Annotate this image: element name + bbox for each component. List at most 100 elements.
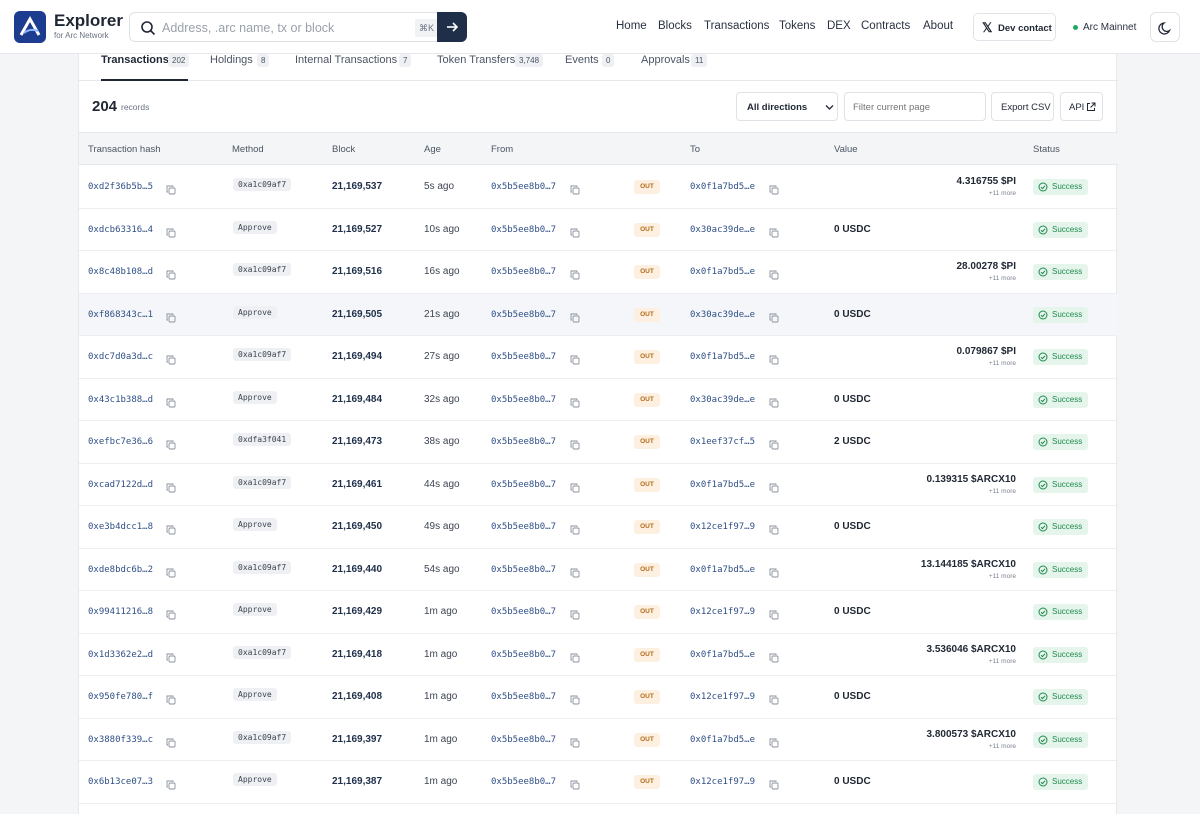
copy-icon[interactable] [166, 182, 176, 195]
copy-icon[interactable] [166, 607, 176, 620]
tab-internal-transactions[interactable]: Internal Transactions 7 [295, 54, 417, 81]
tx-hash-link[interactable]: 0x950fe780…f [88, 692, 154, 702]
copy-icon[interactable] [570, 480, 580, 492]
nav-blocks[interactable]: Blocks [658, 20, 692, 32]
search-input[interactable] [162, 19, 402, 37]
table-row[interactable]: 0x99411216…8 Approve 21,169,429 1m ago 0x5b5… [79, 591, 1118, 634]
value-more-link[interactable]: +11 more [988, 572, 1016, 580]
tx-hash-link[interactable]: 0xdcb63316…4 [88, 224, 154, 235]
tx-hash-link[interactable]: 0xe3b4dcc1…8 [88, 522, 154, 532]
copy-icon[interactable] [769, 692, 779, 705]
copy-icon[interactable] [166, 650, 176, 662]
from-address-link[interactable]: 0x5b5ee8b0…7 [491, 224, 557, 235]
tx-hash-link[interactable]: 0xdc7d0a3d…c [88, 352, 154, 362]
tx-hash-link[interactable]: 0x3880f339…c [88, 734, 154, 745]
nav-home[interactable]: Home [616, 20, 647, 32]
to-address-link[interactable]: 0x30ac39de…e [690, 394, 756, 405]
table-row[interactable]: 0x3880f339…c 0xa1c09af7 21,169,397 1m ago 0x… [79, 719, 1118, 761]
copy-icon[interactable] [166, 692, 176, 705]
copy-icon[interactable] [166, 352, 176, 365]
copy-icon[interactable] [769, 735, 779, 747]
from-address-link[interactable]: 0x5b5ee8b0…7 [491, 479, 557, 490]
copy-icon[interactable] [570, 267, 580, 280]
tx-hash-link[interactable]: 0x8c48b108…d [88, 267, 154, 277]
copy-icon[interactable] [570, 777, 580, 790]
to-address-link[interactable]: 0x0f1a7bd5…e [690, 182, 756, 192]
api-button[interactable]: API [1060, 92, 1103, 121]
block-link[interactable]: 21,169,494 [332, 351, 383, 362]
to-address-link[interactable]: 0x0f1a7bd5…e [690, 649, 756, 660]
from-address-link[interactable]: 0x5b5ee8b0…7 [491, 437, 557, 447]
table-row[interactable]: 0xf868343c…1 Approve 21,169,505 21s ago 0x5b… [79, 293, 1118, 336]
tab-holdings[interactable]: Holdings 8 [210, 54, 276, 81]
tab-transactions[interactable]: Transactions 202 [101, 54, 190, 81]
to-address-link[interactable]: 0x0f1a7bd5…e [690, 479, 756, 490]
copy-icon[interactable] [570, 735, 580, 747]
copy-icon[interactable] [570, 352, 580, 365]
to-address-link[interactable]: 0x1eef37cf…5 [690, 437, 756, 447]
block-link[interactable]: 21,169,537 [332, 181, 383, 192]
to-address-link[interactable]: 0x0f1a7bd5…e [690, 352, 756, 362]
from-address-link[interactable]: 0x5b5ee8b0…7 [491, 649, 557, 660]
block-link[interactable]: 21,169,527 [332, 223, 383, 235]
from-address-link[interactable]: 0x5b5ee8b0…7 [491, 522, 557, 532]
table-row[interactable]: 0xd2f36b5b…5 0xa1c09af7 21,169,537 5s ago 0x… [79, 166, 1118, 209]
to-address-link[interactable]: 0x0f1a7bd5…e [690, 564, 756, 575]
value-more-link[interactable]: +11 more [988, 742, 1016, 750]
from-address-link[interactable]: 0x5b5ee8b0…7 [491, 309, 557, 320]
from-address-link[interactable]: 0x5b5ee8b0…7 [491, 267, 557, 277]
to-address-link[interactable]: 0x12ce1f97…9 [690, 522, 756, 532]
from-address-link[interactable]: 0x5b5ee8b0…7 [491, 734, 557, 745]
nav-contracts[interactable]: Contracts [861, 20, 911, 32]
table-row[interactable]: 0xefbc7e36…6 0xdfa3f041 21,169,473 38s ago 0… [79, 421, 1118, 464]
copy-icon[interactable] [166, 267, 176, 280]
arc-logo[interactable] [14, 11, 46, 43]
table-row[interactable]: 0xe3b4dcc1…8 Approve 21,169,450 49s ago 0x5b… [79, 506, 1118, 549]
tab-token-transfers[interactable]: Token Transfers 3,748 [437, 54, 547, 81]
tx-hash-link[interactable]: 0x43c1b388…d [88, 394, 154, 405]
tx-hash-link[interactable]: 0x6b13ce07…3 [88, 777, 154, 787]
block-link[interactable]: 21,169,387 [332, 776, 383, 787]
to-address-link[interactable]: 0x30ac39de…e [690, 309, 756, 320]
from-address-link[interactable]: 0x5b5ee8b0…7 [491, 777, 557, 787]
copy-icon[interactable] [769, 182, 779, 195]
from-address-link[interactable]: 0x5b5ee8b0…7 [491, 564, 557, 575]
copy-icon[interactable] [769, 480, 779, 492]
block-link[interactable]: 21,169,418 [332, 648, 383, 660]
to-address-link[interactable]: 0x0f1a7bd5…e [690, 734, 756, 745]
tx-hash-link[interactable]: 0x1d3362e2…d [88, 649, 154, 660]
copy-icon[interactable] [769, 310, 779, 322]
block-link[interactable]: 21,169,461 [332, 478, 383, 490]
copy-icon[interactable] [166, 522, 176, 535]
table-row[interactable]: 0xdc7d0a3d…c 0xa1c09af7 21,169,494 27s ago 0… [79, 336, 1118, 379]
tx-hash-link[interactable]: 0xf868343c…1 [88, 309, 154, 320]
copy-icon[interactable] [769, 395, 779, 407]
block-link[interactable]: 21,169,429 [332, 606, 383, 617]
to-address-link[interactable]: 0x12ce1f97…9 [690, 692, 756, 702]
copy-icon[interactable] [570, 310, 580, 322]
copy-icon[interactable] [570, 182, 580, 195]
search-submit-button[interactable] [437, 12, 467, 42]
value-more-link[interactable]: +11 more [988, 657, 1016, 665]
from-address-link[interactable]: 0x5b5ee8b0…7 [491, 607, 557, 617]
to-address-link[interactable]: 0x12ce1f97…9 [690, 607, 756, 617]
table-row[interactable]: 0xcad7122d…d 0xa1c09af7 21,169,461 44s ago 0… [79, 464, 1118, 506]
copy-icon[interactable] [166, 437, 176, 450]
copy-icon[interactable] [769, 267, 779, 280]
to-address-link[interactable]: 0x12ce1f97…9 [690, 777, 756, 787]
copy-icon[interactable] [769, 565, 779, 577]
copy-icon[interactable] [570, 225, 580, 237]
copy-icon[interactable] [166, 395, 176, 407]
copy-icon[interactable] [769, 522, 779, 535]
table-row[interactable]: 0xdcb63316…4 Approve 21,169,527 10s ago 0x5b… [79, 209, 1118, 251]
copy-icon[interactable] [570, 522, 580, 535]
from-address-link[interactable]: 0x5b5ee8b0…7 [491, 692, 557, 702]
from-address-link[interactable]: 0x5b5ee8b0…7 [491, 182, 557, 192]
copy-icon[interactable] [166, 565, 176, 577]
tab-approvals[interactable]: Approvals 11 [641, 54, 713, 81]
to-address-link[interactable]: 0x0f1a7bd5…e [690, 267, 756, 277]
copy-icon[interactable] [166, 735, 176, 747]
table-row[interactable]: 0x8c48b108…d 0xa1c09af7 21,169,516 16s ago 0… [79, 251, 1118, 294]
nav-transactions[interactable]: Transactions [704, 20, 770, 32]
block-link[interactable]: 21,169,473 [332, 436, 383, 447]
